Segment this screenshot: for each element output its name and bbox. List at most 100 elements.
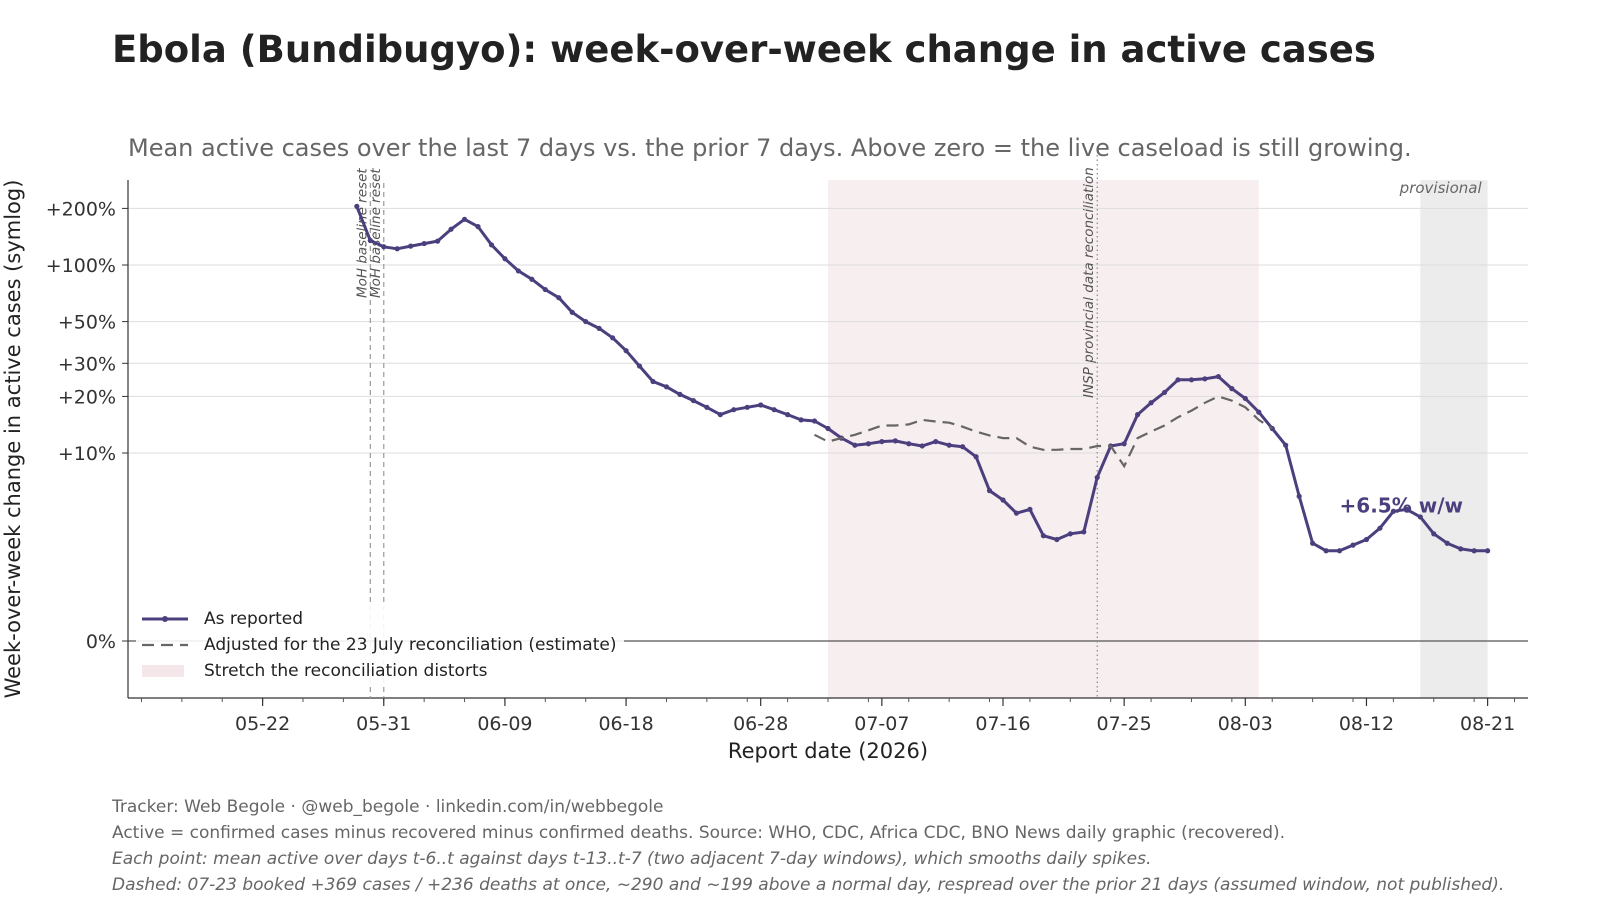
- legend-label-reported: As reported: [204, 609, 304, 629]
- x-tick-label: 06-09: [477, 713, 532, 735]
- data-point: [1202, 376, 1208, 382]
- legend-item-reported: As reported: [140, 606, 616, 632]
- y-tick-label: 0%: [86, 631, 116, 653]
- y-tick-label: +100%: [46, 255, 116, 277]
- data-point: [960, 444, 966, 450]
- x-tick-label: 07-16: [975, 713, 1030, 735]
- data-point: [852, 442, 858, 448]
- data-point: [1161, 389, 1168, 396]
- data-point: [569, 309, 575, 315]
- data-point: [596, 325, 602, 332]
- data-point: [933, 438, 939, 445]
- data-point: [1067, 531, 1073, 537]
- data-point: [623, 348, 629, 354]
- reconciliation-region: [828, 180, 1259, 698]
- data-point: [1054, 536, 1060, 543]
- data-point: [1215, 373, 1221, 380]
- footer-method: Each point: mean active over days t-6..t…: [112, 849, 1152, 869]
- data-point: [1485, 548, 1491, 554]
- data-point: [758, 402, 764, 408]
- data-point: [448, 226, 454, 232]
- data-point: [394, 246, 400, 252]
- data-point: [1135, 412, 1141, 418]
- data-point: [744, 404, 750, 410]
- x-tick-label: 08-21: [1460, 713, 1515, 735]
- data-point: [892, 438, 898, 444]
- data-point: [529, 276, 535, 282]
- data-point: [1404, 506, 1410, 512]
- x-tick-label: 06-28: [733, 713, 788, 735]
- x-tick-label: 08-12: [1339, 713, 1394, 735]
- data-point: [1363, 536, 1370, 543]
- provisional-region: [1420, 180, 1488, 698]
- y-tick-label: +30%: [58, 353, 116, 375]
- legend-label-shade: Stretch the reconciliation distorts: [204, 661, 488, 681]
- legend-key-adjusted: [140, 635, 192, 655]
- x-axis-label: Report date (2026): [728, 739, 928, 763]
- x-tick-label: 07-07: [854, 713, 909, 735]
- x-tick-label: 06-18: [598, 713, 653, 735]
- data-point: [811, 418, 818, 424]
- data-point: [1336, 548, 1343, 554]
- provisional-label: provisional: [1399, 179, 1483, 197]
- data-point: [381, 244, 387, 250]
- data-point: [461, 216, 468, 222]
- data-point: [690, 397, 696, 404]
- x-tick-label: 08-03: [1218, 713, 1273, 735]
- legend-item-shade: Stretch the reconciliation distorts: [140, 658, 616, 684]
- data-point: [1417, 514, 1423, 520]
- footer-definition: Active = confirmed cases minus recovered…: [112, 823, 1286, 843]
- data-point: [1242, 395, 1248, 402]
- legend: As reported Adjusted for the 23 July rec…: [136, 604, 625, 686]
- data-point: [677, 391, 683, 397]
- chart-title: Ebola (Bundibugyo): week-over-week chang…: [112, 28, 1376, 71]
- data-point: [650, 378, 656, 385]
- x-tick-label: 05-31: [356, 713, 411, 735]
- data-point: [610, 335, 616, 341]
- data-point: [1296, 493, 1302, 499]
- data-point: [1471, 548, 1477, 554]
- data-point: [1175, 377, 1181, 383]
- data-point: [435, 238, 441, 244]
- data-point: [1444, 540, 1450, 546]
- legend-label-adjusted: Adjusted for the 23 July reconciliation …: [204, 635, 617, 655]
- data-point: [636, 363, 643, 369]
- data-point: [704, 404, 710, 410]
- data-point: [946, 442, 952, 448]
- footer-adjustment-note: Dashed: 07-23 booked +369 cases / +236 d…: [112, 875, 1505, 895]
- data-point: [354, 203, 360, 209]
- data-point: [919, 443, 925, 449]
- legend-key-reported: [140, 609, 192, 629]
- data-point: [1148, 400, 1154, 406]
- y-tick-label: +20%: [58, 386, 116, 408]
- data-point: [717, 412, 723, 418]
- legend-key-shade: [140, 661, 192, 681]
- data-point: [475, 224, 481, 230]
- latest-value-annotation: +6.5% w/w: [1340, 493, 1463, 517]
- y-tick-label: +50%: [58, 312, 116, 334]
- x-tick-label: 07-25: [1097, 713, 1152, 735]
- data-point: [1000, 497, 1006, 503]
- data-point: [798, 417, 804, 423]
- data-point: [906, 441, 912, 447]
- data-point: [1094, 474, 1100, 481]
- data-point: [1013, 510, 1020, 516]
- data-point: [973, 454, 979, 460]
- data-point: [1390, 508, 1396, 514]
- data-point: [986, 488, 993, 494]
- y-axis-label: Week-over-week change in active cases (s…: [1, 180, 25, 699]
- data-point: [1431, 531, 1437, 537]
- event-label: MoH baseline reset: [354, 168, 370, 298]
- event-label: MoH baseline reset: [368, 168, 384, 298]
- data-point: [542, 286, 548, 293]
- data-point: [785, 412, 791, 418]
- data-point: [771, 407, 777, 413]
- data-point: [1256, 409, 1262, 415]
- y-tick-label: +200%: [46, 198, 116, 220]
- data-point: [1229, 386, 1235, 392]
- series-line-adjusted: [814, 395, 1273, 469]
- data-point: [1458, 546, 1464, 552]
- data-point: [515, 268, 521, 274]
- data-point: [1121, 441, 1127, 447]
